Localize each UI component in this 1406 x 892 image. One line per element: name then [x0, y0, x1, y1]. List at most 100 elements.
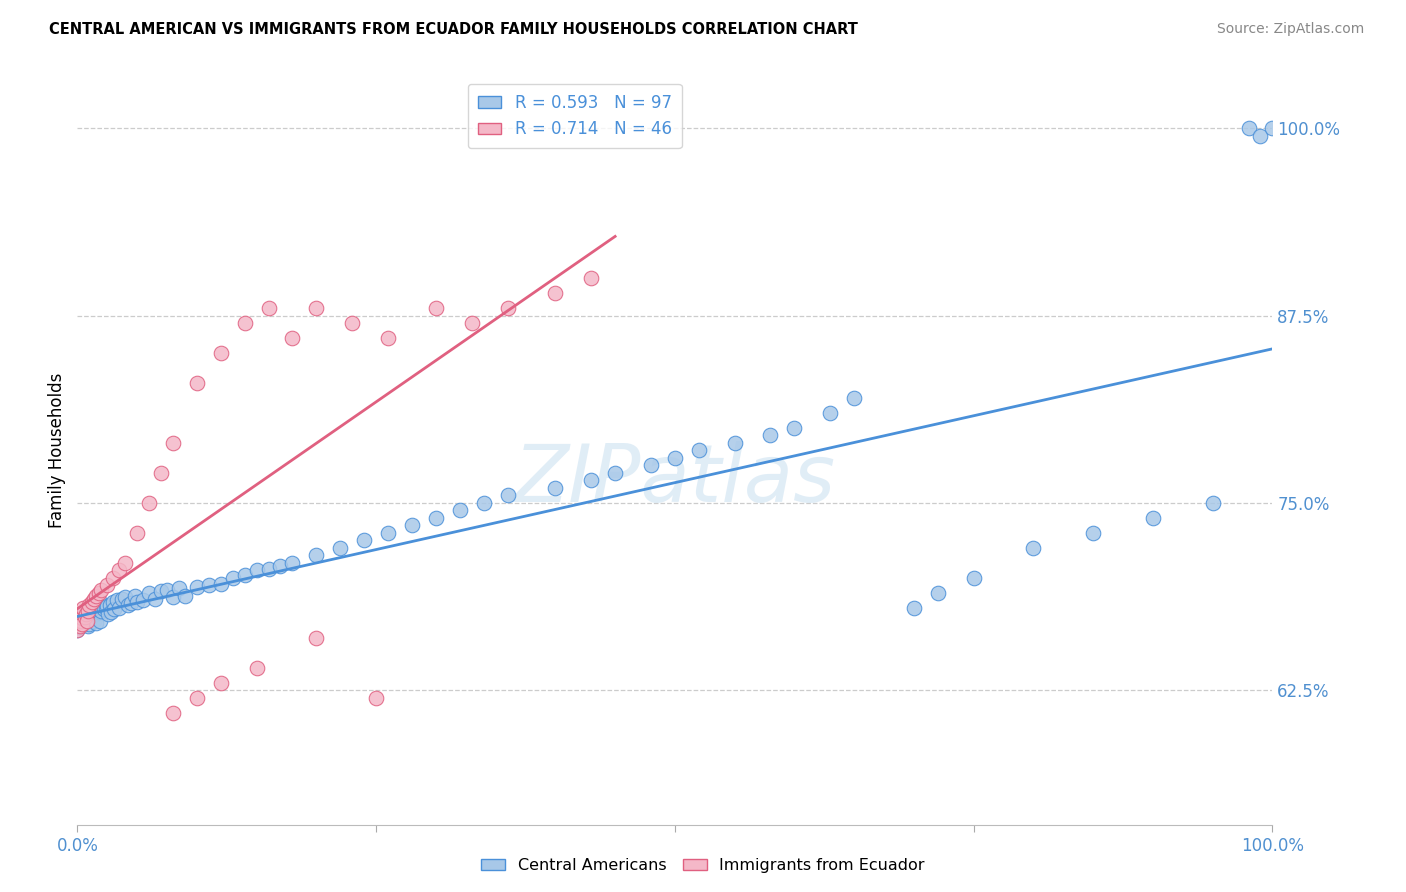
Point [581, 474, 603, 488]
Point [77, 619, 100, 633]
Point [96, 599, 118, 614]
Point [461, 316, 484, 330]
Point [83, 615, 105, 629]
Point [72, 607, 94, 621]
Point [87, 586, 110, 600]
Point [117, 598, 139, 612]
Point [472, 496, 495, 510]
Point [209, 675, 232, 690]
Point [544, 286, 567, 301]
Point [66, 615, 89, 630]
Point [90, 582, 112, 597]
Point [127, 525, 149, 540]
Point [664, 450, 686, 465]
Point [353, 533, 375, 548]
Point [724, 436, 747, 450]
Point [963, 571, 986, 585]
Point [1261, 121, 1284, 136]
Point [67, 620, 90, 634]
Point [75, 615, 97, 629]
Point [1083, 525, 1105, 540]
Point [72, 617, 94, 632]
Point [76, 604, 98, 618]
Point [197, 578, 219, 592]
Point [1250, 128, 1272, 143]
Legend: R = 0.593   N = 97, R = 0.714   N = 46: R = 0.593 N = 97, R = 0.714 N = 46 [468, 84, 682, 148]
Point [87, 605, 110, 619]
Point [66, 624, 89, 638]
Point [138, 586, 160, 600]
Point [162, 706, 184, 720]
Point [75, 607, 97, 621]
Point [73, 609, 96, 624]
Point [342, 316, 364, 330]
Point [257, 562, 280, 576]
Point [105, 593, 128, 607]
Point [401, 518, 423, 533]
Point [162, 436, 184, 450]
Point [186, 376, 208, 390]
Point [76, 611, 98, 625]
Text: ZIPatlas: ZIPatlas [513, 442, 837, 519]
Point [97, 607, 120, 621]
Point [820, 406, 842, 420]
Point [67, 613, 90, 627]
Point [69, 611, 91, 625]
Point [110, 591, 132, 606]
Point [246, 563, 269, 577]
Point [90, 604, 112, 618]
Point [94, 600, 117, 615]
Point [209, 346, 232, 360]
Point [70, 615, 93, 630]
Point [124, 589, 146, 603]
Point [366, 690, 388, 705]
Point [98, 598, 121, 612]
Point [120, 596, 142, 610]
Point [73, 613, 96, 627]
Point [605, 466, 627, 480]
Point [257, 301, 280, 315]
Point [103, 571, 124, 585]
Point [67, 615, 90, 629]
Point [1201, 496, 1223, 510]
Point [150, 584, 173, 599]
Point [77, 604, 100, 618]
Point [544, 481, 567, 495]
Point [70, 608, 93, 623]
Point [174, 589, 197, 603]
Point [329, 541, 352, 555]
Y-axis label: Family Households: Family Households [48, 373, 66, 528]
Point [86, 589, 108, 603]
Point [377, 525, 399, 540]
Point [496, 301, 519, 315]
Point [1237, 121, 1260, 136]
Point [114, 591, 136, 605]
Point [132, 593, 155, 607]
Legend: Central Americans, Immigrants from Ecuador: Central Americans, Immigrants from Ecuad… [475, 852, 931, 880]
Point [640, 458, 662, 473]
Point [76, 615, 98, 629]
Point [90, 596, 112, 610]
Point [66, 619, 89, 633]
Point [1022, 541, 1045, 555]
Point [209, 577, 232, 591]
Point [581, 271, 603, 285]
Point [270, 558, 292, 573]
Point [425, 511, 447, 525]
Point [70, 619, 93, 633]
Point [449, 503, 471, 517]
Point [844, 391, 866, 405]
Point [305, 549, 328, 563]
Point [127, 595, 149, 609]
Point [150, 466, 173, 480]
Text: CENTRAL AMERICAN VS IMMIGRANTS FROM ECUADOR FAMILY HOUSEHOLDS CORRELATION CHART: CENTRAL AMERICAN VS IMMIGRANTS FROM ECUA… [49, 22, 858, 37]
Point [281, 556, 304, 570]
Point [103, 602, 125, 616]
Point [246, 661, 269, 675]
Point [233, 567, 256, 582]
Point [86, 615, 108, 630]
Point [281, 331, 304, 345]
Point [305, 301, 328, 315]
Point [305, 631, 328, 645]
Point [66, 615, 89, 630]
